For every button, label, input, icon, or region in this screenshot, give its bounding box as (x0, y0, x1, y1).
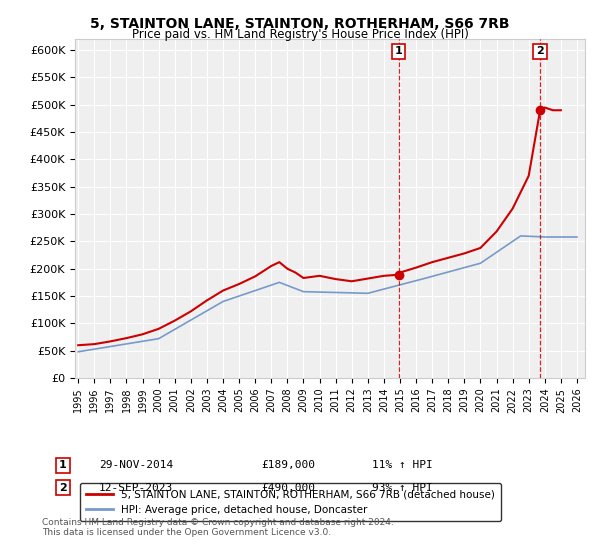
Text: 11% ↑ HPI: 11% ↑ HPI (372, 460, 433, 470)
Text: 12-SEP-2023: 12-SEP-2023 (99, 483, 173, 493)
Text: £490,000: £490,000 (261, 483, 315, 493)
Text: £189,000: £189,000 (261, 460, 315, 470)
Legend: 5, STAINTON LANE, STAINTON, ROTHERHAM, S66 7RB (detached house), HPI: Average pr: 5, STAINTON LANE, STAINTON, ROTHERHAM, S… (80, 483, 501, 521)
Text: 93% ↑ HPI: 93% ↑ HPI (372, 483, 433, 493)
Text: 5, STAINTON LANE, STAINTON, ROTHERHAM, S66 7RB: 5, STAINTON LANE, STAINTON, ROTHERHAM, S… (90, 17, 510, 31)
Text: 2: 2 (59, 483, 67, 493)
Text: 1: 1 (395, 46, 403, 57)
Text: Price paid vs. HM Land Registry's House Price Index (HPI): Price paid vs. HM Land Registry's House … (131, 28, 469, 41)
Text: 1: 1 (59, 460, 67, 470)
Text: 2: 2 (536, 46, 544, 57)
Text: Contains HM Land Registry data © Crown copyright and database right 2024.
This d: Contains HM Land Registry data © Crown c… (42, 518, 394, 538)
Text: 29-NOV-2014: 29-NOV-2014 (99, 460, 173, 470)
